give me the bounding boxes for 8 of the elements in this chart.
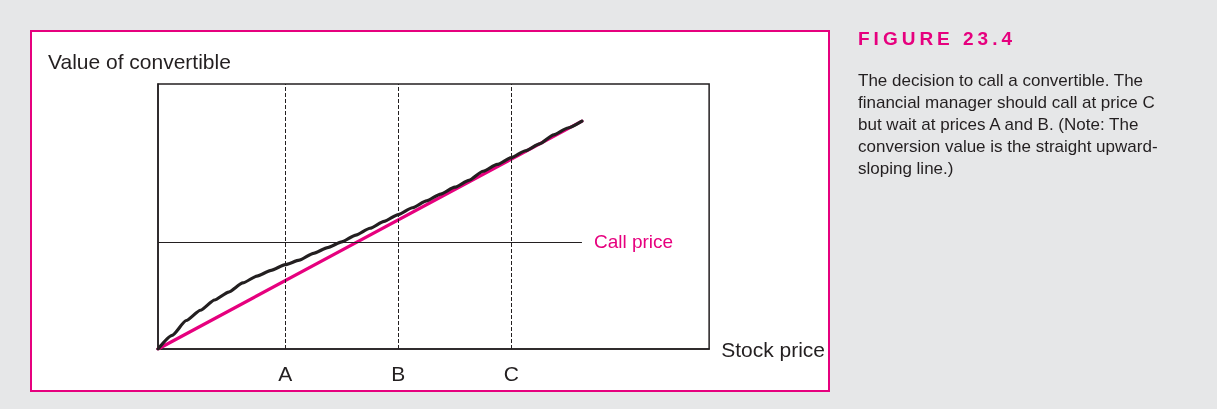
x-tick-label: C (503, 362, 519, 385)
y-axis-title: Value of convertible (48, 50, 231, 73)
x-tick-label: A (278, 362, 293, 385)
ref-line-label: Call price (593, 231, 674, 253)
x-axis-title: Stock price (721, 337, 825, 361)
text: The decision to call a convertible. The financial manager should call at price C but wait at prices A and B. (Note: The conversion value is the straight upward-sloping line.) (858, 70, 1159, 180)
x-tick-label: B (391, 362, 406, 385)
text: FIGURE 23.4 (858, 28, 1018, 50)
